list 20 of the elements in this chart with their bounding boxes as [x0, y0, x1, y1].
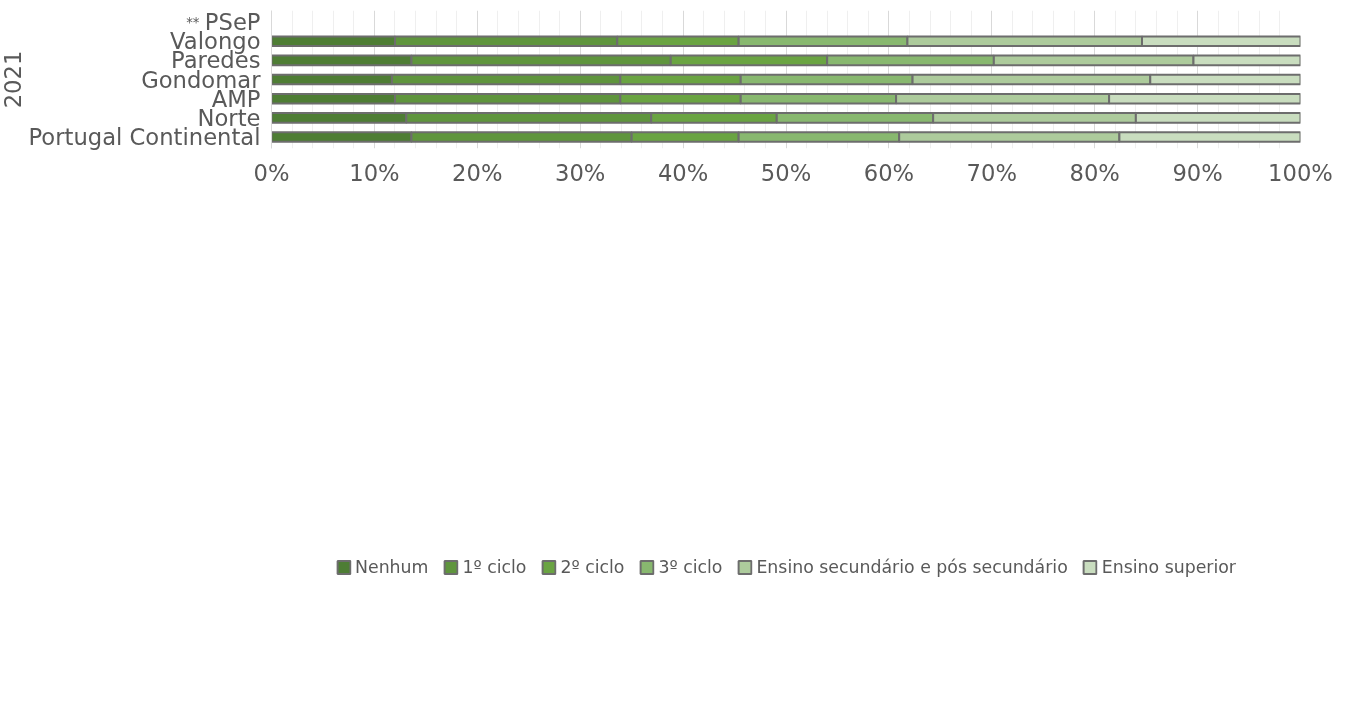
- x-tick-label: 90%: [1172, 159, 1223, 186]
- legend-label: 1º ciclo: [462, 557, 527, 577]
- y-tick-label: PSeP: [204, 9, 261, 35]
- x-tick-label: 60%: [863, 159, 915, 186]
- x-tick-label: 30%: [555, 159, 606, 186]
- x-tick-label: 100%: [1268, 159, 1333, 186]
- legend-label: Ensino superior: [1101, 557, 1236, 577]
- x-tick-label: 40%: [657, 159, 709, 186]
- x-tick-label: 50%: [760, 159, 812, 186]
- text: **: [186, 14, 200, 30]
- x-tick-label: 10%: [349, 159, 400, 186]
- x-tick-label: 70%: [966, 159, 1017, 186]
- legend-label: Ensino secundário e pós secundário: [756, 557, 1068, 577]
- x-tick-label: 0%: [253, 159, 290, 186]
- legend-label: 3º ciclo: [658, 557, 723, 577]
- legend-label: Nenhum: [355, 557, 429, 577]
- x-tick-label: 20%: [452, 159, 503, 186]
- y-axis-title: 2021: [0, 50, 26, 109]
- x-tick-label: 80%: [1069, 159, 1120, 186]
- legend-label: 2º ciclo: [560, 557, 625, 577]
